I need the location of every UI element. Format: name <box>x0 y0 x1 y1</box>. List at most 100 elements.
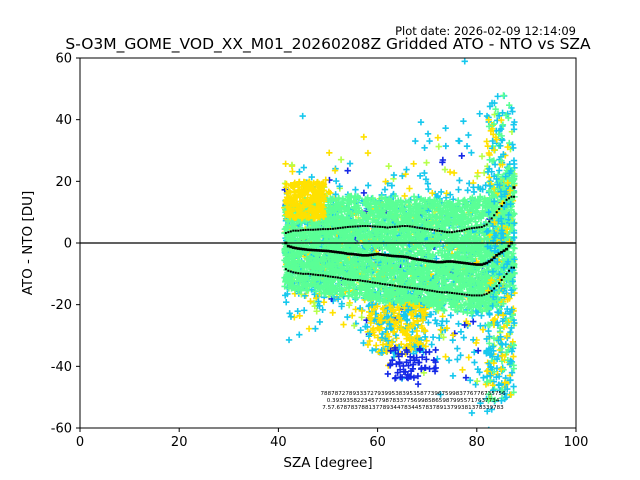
envelope-point <box>483 273 490 280</box>
halo-point <box>439 156 447 164</box>
envelope-point <box>414 218 422 225</box>
halo-point <box>340 321 347 328</box>
halo-point <box>315 298 322 305</box>
halo-point <box>358 307 365 315</box>
envelope-point <box>456 200 463 208</box>
halo-point <box>301 292 308 300</box>
halo-point <box>421 169 428 177</box>
envelope-point <box>443 215 451 223</box>
envelope-point <box>392 263 399 270</box>
halo-point <box>296 312 303 319</box>
halo-point <box>420 369 428 377</box>
envelope-point <box>464 231 471 239</box>
envelope-point <box>348 266 355 273</box>
envelope-point <box>305 229 312 237</box>
envelope-point <box>441 307 448 314</box>
halo-point <box>299 112 306 120</box>
envelope-point <box>373 263 380 270</box>
envelope-point <box>432 214 439 221</box>
envelope-point <box>406 212 413 219</box>
halo-point <box>470 318 477 325</box>
envelope-point <box>426 300 433 308</box>
envelope-point <box>378 194 385 201</box>
envelope-point <box>394 241 402 248</box>
envelope-point <box>297 287 305 294</box>
halo-point <box>336 183 343 190</box>
halo-point <box>360 339 367 347</box>
envelope-point <box>359 266 366 274</box>
halo-point <box>320 298 328 306</box>
envelope-point <box>468 240 475 248</box>
envelope-point <box>286 265 293 272</box>
envelope-point <box>427 199 435 206</box>
halo-point <box>479 326 487 333</box>
halo-point <box>446 168 454 176</box>
envelope-point <box>457 278 464 286</box>
halo-point <box>466 377 474 384</box>
envelope-point <box>438 300 446 307</box>
halo-point <box>454 345 461 352</box>
envelope-point <box>371 267 379 274</box>
envelope-point <box>442 281 450 288</box>
envelope-point <box>453 274 460 281</box>
halo-point <box>337 156 345 163</box>
envelope-point <box>453 211 460 219</box>
halo-point <box>316 302 323 310</box>
envelope-point <box>396 204 404 211</box>
halo-point <box>441 166 449 173</box>
halo-point <box>443 190 450 197</box>
envelope-point <box>370 281 377 288</box>
halo-point <box>421 144 428 152</box>
envelope-point <box>338 263 346 270</box>
halo-point <box>478 312 485 319</box>
envelope-point <box>287 274 294 281</box>
envelope-point <box>413 196 421 203</box>
envelope-point <box>417 282 425 289</box>
halo-point <box>450 169 458 177</box>
envelope-point <box>467 285 474 293</box>
halo-point <box>381 186 389 193</box>
envelope-point <box>460 246 467 253</box>
halo-point <box>322 176 329 184</box>
envelope-point <box>286 258 293 265</box>
envelope-point <box>421 196 429 204</box>
envelope-point <box>339 236 347 243</box>
envelope-point <box>477 300 484 308</box>
envelope-point <box>477 221 484 229</box>
envelope-point <box>388 274 395 282</box>
envelope-point <box>355 217 363 224</box>
envelope-point <box>388 261 395 268</box>
envelope-point <box>353 294 361 301</box>
halo-point <box>425 185 432 193</box>
envelope-point <box>461 250 468 257</box>
envelope-point <box>462 202 470 210</box>
envelope-point <box>394 270 401 278</box>
envelope-point <box>431 280 438 288</box>
halo-point <box>388 182 396 189</box>
envelope-point <box>464 206 471 214</box>
envelope-point <box>473 208 481 216</box>
halo-point <box>312 325 319 332</box>
halo-point <box>463 143 471 150</box>
envelope-point <box>331 221 338 229</box>
envelope-point <box>338 286 346 294</box>
halo-point <box>385 162 392 170</box>
halo-point <box>426 137 433 145</box>
envelope-point <box>416 288 423 296</box>
chart-title: S-O3M_GOME_VOD_XX_M01_20260208Z Gridded … <box>65 35 591 54</box>
envelope-point <box>471 277 478 284</box>
halo-point <box>285 336 293 344</box>
halo-point <box>332 177 340 185</box>
halo-point <box>426 311 434 318</box>
halo-point <box>435 143 442 150</box>
envelope-point <box>356 246 364 253</box>
halo-point <box>449 372 457 380</box>
halo-point <box>296 331 303 338</box>
envelope-point <box>399 199 406 207</box>
envelope-point <box>382 256 389 263</box>
envelope-point <box>452 236 459 243</box>
envelope-point <box>483 199 490 207</box>
halo-point <box>478 153 486 160</box>
halo-point <box>465 131 472 139</box>
envelope-point <box>443 211 450 218</box>
